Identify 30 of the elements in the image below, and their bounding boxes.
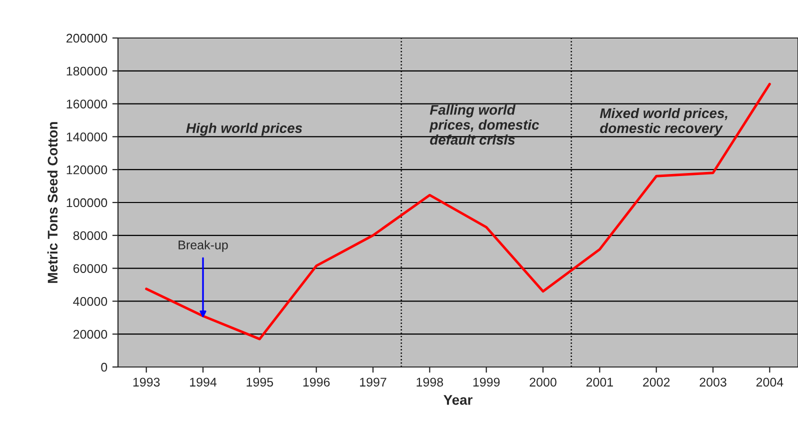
x-tick-label: 2003 [700, 378, 726, 387]
y-axis-title: Metric Tons Seed Cotton [47, 122, 58, 283]
y-tick-label: 100000 [66, 198, 108, 208]
annotation: Falling world prices, domestic default crisis [429, 104, 540, 145]
annotation: Mixed world prices, domestic recovery [600, 108, 728, 136]
y-tick-label: 20000 [73, 330, 108, 339]
y-tick-label: 180000 [66, 66, 108, 76]
annotation: High world prices [186, 122, 302, 136]
x-tick-label: 1997 [360, 378, 386, 387]
y-tick-label: 40000 [73, 297, 108, 306]
annotation: Break-up [178, 240, 228, 252]
x-tick-label: 1995 [246, 378, 274, 387]
x-tick-label: 1998 [416, 378, 444, 387]
x-tick-label: 1999 [473, 378, 500, 387]
x-tick-label: 1993 [133, 378, 160, 387]
y-tick-label: 120000 [66, 165, 108, 174]
y-tick-label: 0 [101, 362, 108, 372]
y-tick-label: 160000 [66, 100, 108, 108]
x-tick-label: 2001 [586, 378, 613, 387]
y-tick-label: 60000 [73, 264, 108, 273]
line-series [145, 82, 771, 340]
x-tick-label: 2002 [643, 378, 670, 387]
y-tick-label: 200000 [66, 34, 108, 43]
x-tick-label: 1996 [303, 378, 330, 387]
x-axis-title: Year [444, 395, 472, 405]
x-tick-label: 2000 [530, 378, 556, 387]
x-tick-label: 2004 [756, 378, 784, 387]
y-tick-label: 140000 [66, 132, 108, 142]
x-tick-label: 1994 [190, 378, 217, 387]
y-tick-label: 80000 [73, 231, 108, 240]
